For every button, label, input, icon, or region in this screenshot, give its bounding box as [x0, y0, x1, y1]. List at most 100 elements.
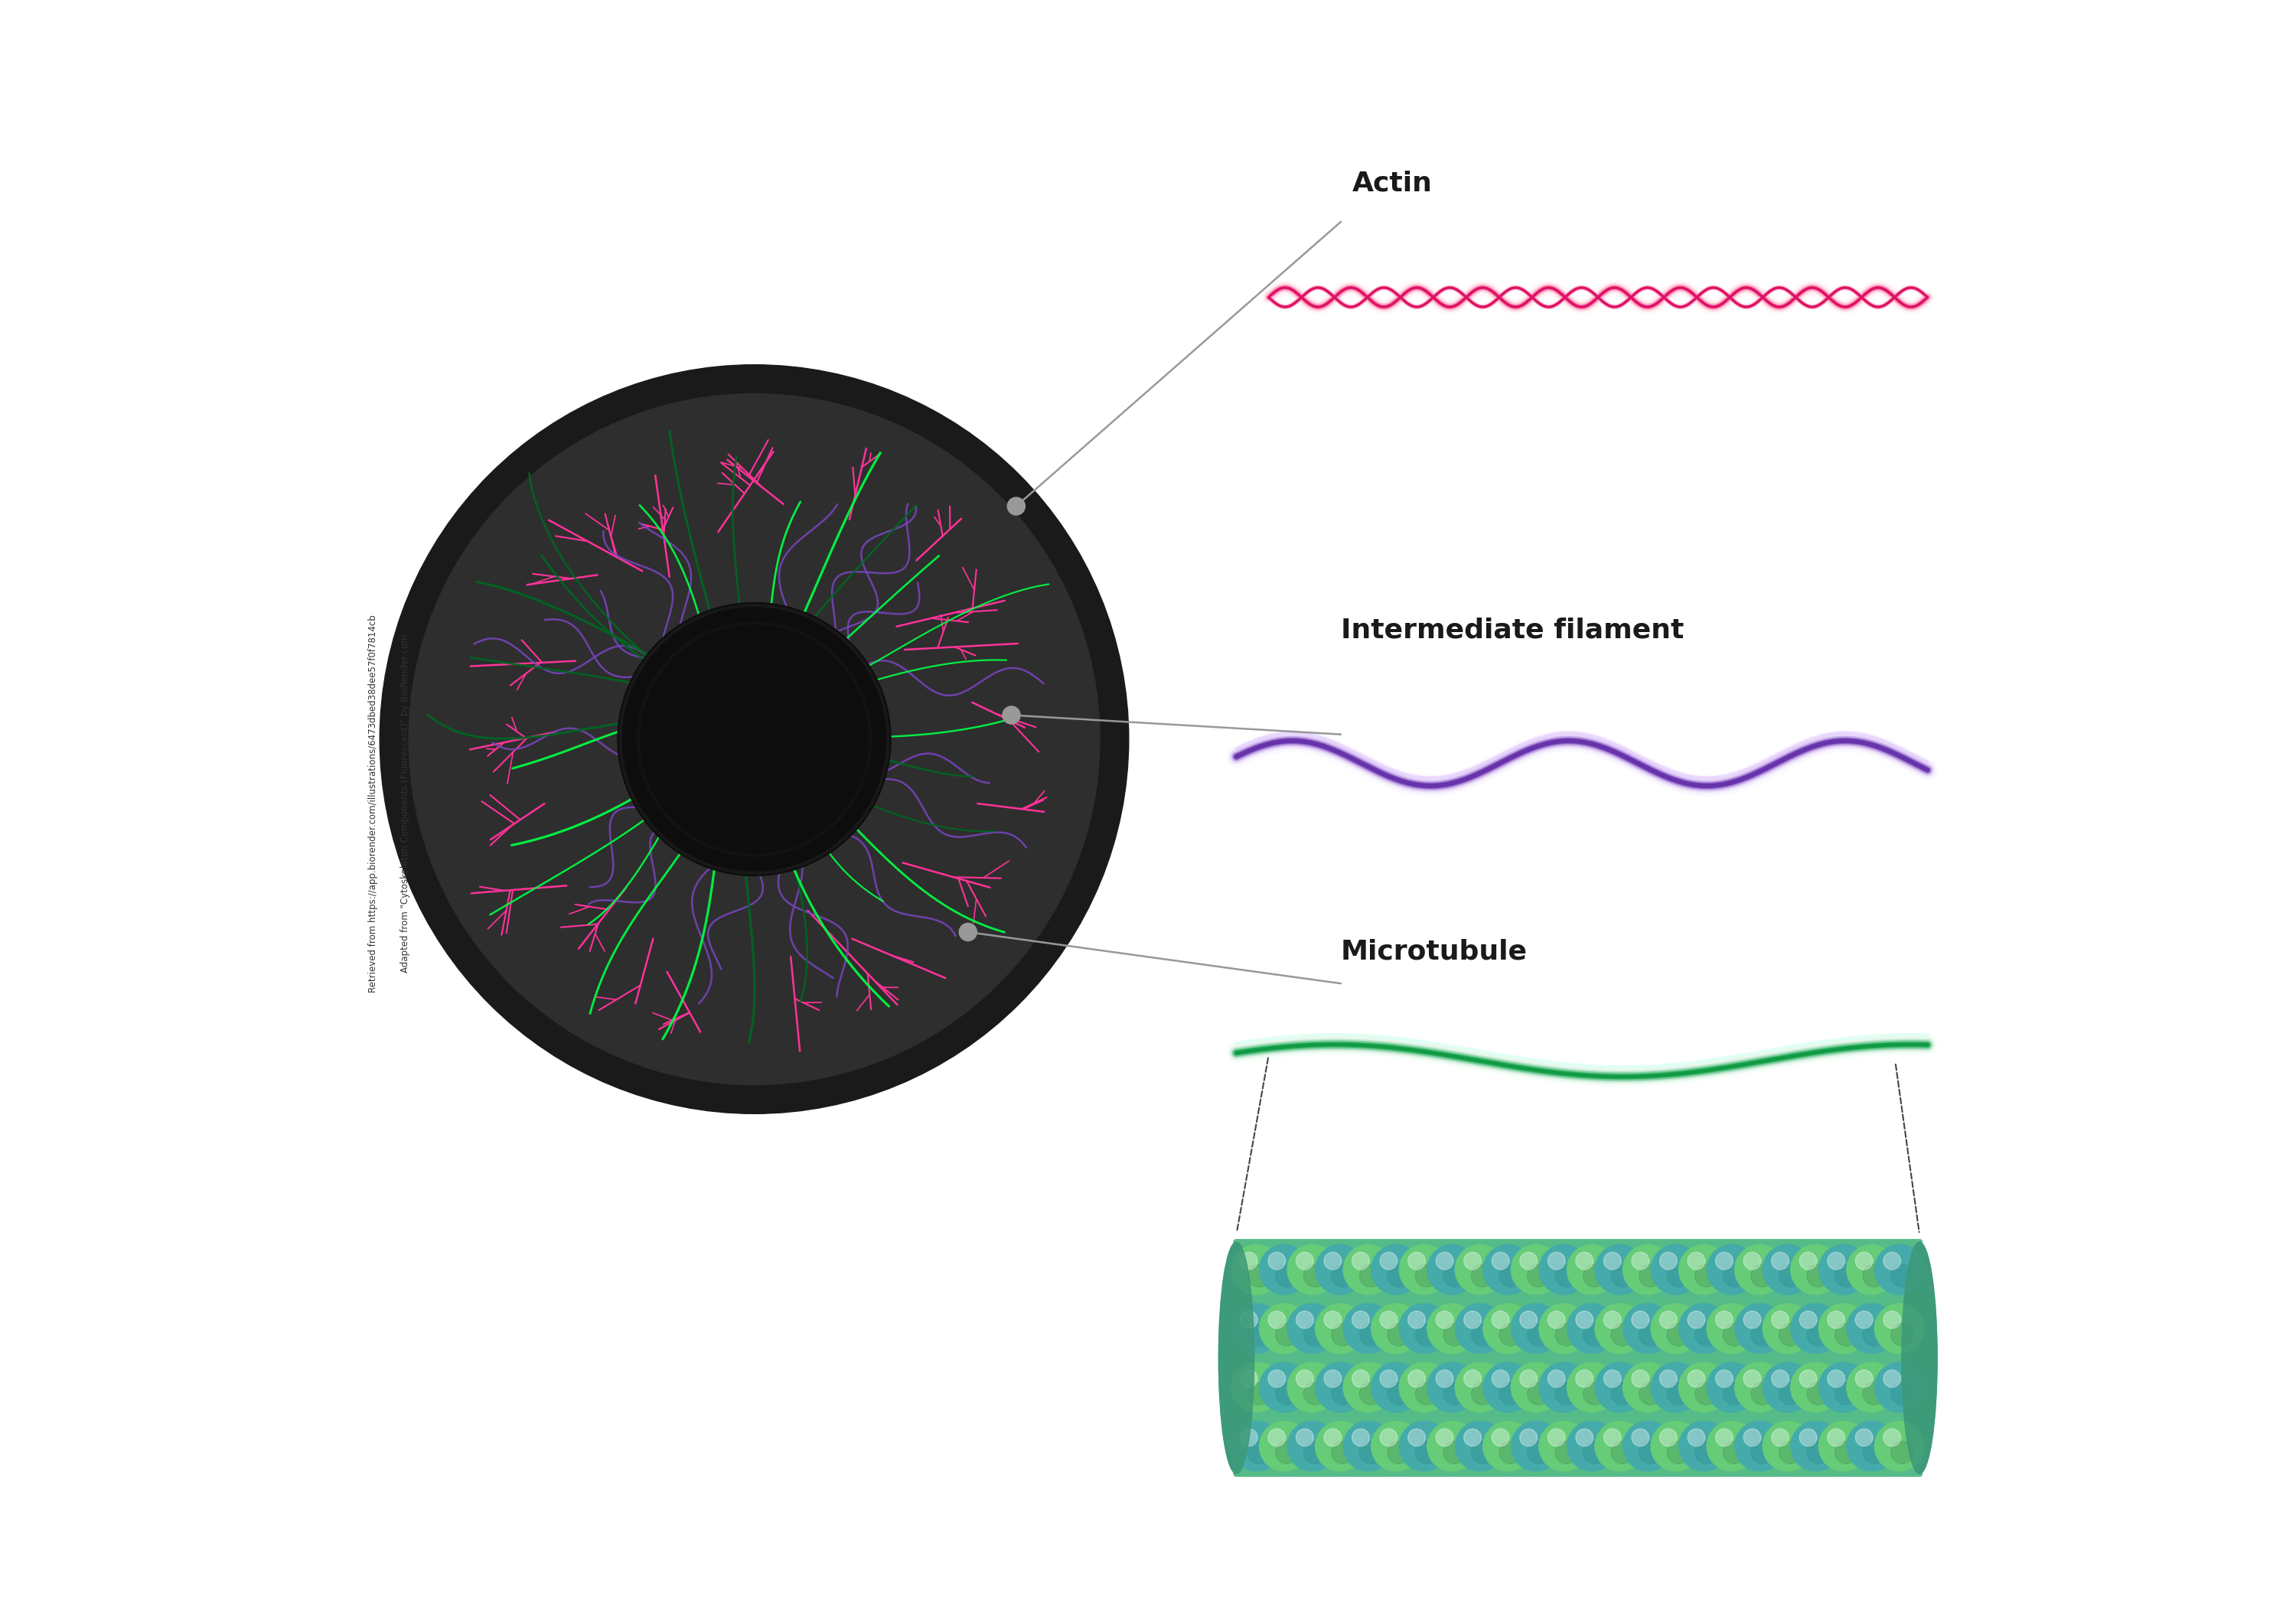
Circle shape — [1456, 1303, 1504, 1353]
Circle shape — [1554, 1265, 1577, 1287]
Circle shape — [1722, 1324, 1745, 1347]
Circle shape — [1231, 1421, 1281, 1470]
Circle shape — [1511, 1363, 1561, 1413]
Circle shape — [1003, 705, 1019, 723]
Circle shape — [1660, 1252, 1676, 1270]
Circle shape — [1566, 1245, 1616, 1295]
Circle shape — [1667, 1324, 1690, 1347]
Circle shape — [1736, 1421, 1784, 1470]
Circle shape — [1332, 1441, 1355, 1464]
Circle shape — [1332, 1382, 1355, 1405]
Circle shape — [1752, 1265, 1773, 1287]
Circle shape — [1584, 1265, 1605, 1287]
Circle shape — [1380, 1429, 1398, 1446]
Circle shape — [1566, 1363, 1616, 1413]
Circle shape — [1779, 1382, 1802, 1405]
Circle shape — [1465, 1429, 1481, 1446]
Circle shape — [1231, 1303, 1281, 1353]
Circle shape — [1828, 1429, 1846, 1446]
Circle shape — [1575, 1311, 1593, 1329]
Circle shape — [1456, 1245, 1504, 1295]
Circle shape — [1548, 1429, 1566, 1446]
Circle shape — [1371, 1363, 1421, 1413]
Circle shape — [1862, 1265, 1885, 1287]
Circle shape — [1456, 1421, 1504, 1470]
Circle shape — [1688, 1252, 1706, 1270]
Circle shape — [1874, 1363, 1924, 1413]
Circle shape — [1288, 1245, 1336, 1295]
Circle shape — [1678, 1245, 1729, 1295]
Circle shape — [1632, 1311, 1649, 1329]
Circle shape — [1428, 1303, 1476, 1353]
Circle shape — [1538, 1245, 1589, 1295]
Circle shape — [1846, 1245, 1896, 1295]
Circle shape — [1743, 1429, 1761, 1446]
Circle shape — [1325, 1311, 1341, 1329]
Circle shape — [1247, 1441, 1270, 1464]
Circle shape — [1492, 1429, 1508, 1446]
Circle shape — [1492, 1252, 1508, 1270]
Circle shape — [1407, 1252, 1426, 1270]
Circle shape — [1773, 1369, 1789, 1387]
Circle shape — [1435, 1369, 1453, 1387]
Circle shape — [1612, 1382, 1632, 1405]
Text: Microtubule: Microtubule — [1341, 938, 1527, 964]
Circle shape — [1398, 1363, 1449, 1413]
Circle shape — [1359, 1265, 1382, 1287]
Circle shape — [1694, 1382, 1717, 1405]
Circle shape — [1694, 1265, 1717, 1287]
Circle shape — [1828, 1369, 1846, 1387]
Circle shape — [1678, 1303, 1729, 1353]
Circle shape — [1267, 1311, 1286, 1329]
Circle shape — [1800, 1311, 1816, 1329]
Circle shape — [1352, 1369, 1368, 1387]
Circle shape — [1773, 1429, 1789, 1446]
Circle shape — [1371, 1421, 1421, 1470]
Circle shape — [1316, 1245, 1366, 1295]
Circle shape — [1527, 1265, 1550, 1287]
Circle shape — [1472, 1441, 1495, 1464]
Circle shape — [1407, 1429, 1426, 1446]
Circle shape — [1511, 1421, 1561, 1470]
Circle shape — [1763, 1245, 1812, 1295]
Circle shape — [1694, 1441, 1717, 1464]
Circle shape — [1288, 1421, 1336, 1470]
Circle shape — [1414, 1265, 1437, 1287]
Circle shape — [1575, 1369, 1593, 1387]
Circle shape — [1295, 1311, 1313, 1329]
Circle shape — [1639, 1382, 1662, 1405]
Circle shape — [1688, 1311, 1706, 1329]
Ellipse shape — [1901, 1242, 1938, 1474]
Circle shape — [1667, 1441, 1690, 1464]
Circle shape — [1247, 1265, 1270, 1287]
Circle shape — [1472, 1265, 1495, 1287]
Circle shape — [1800, 1369, 1816, 1387]
Circle shape — [1352, 1429, 1368, 1446]
Circle shape — [1752, 1324, 1773, 1347]
Circle shape — [1862, 1382, 1885, 1405]
Circle shape — [1520, 1429, 1538, 1446]
Circle shape — [1398, 1421, 1449, 1470]
Circle shape — [1435, 1311, 1453, 1329]
Circle shape — [1240, 1252, 1258, 1270]
Circle shape — [1527, 1324, 1550, 1347]
Circle shape — [1277, 1324, 1297, 1347]
Circle shape — [1835, 1441, 1857, 1464]
Circle shape — [1660, 1429, 1676, 1446]
Circle shape — [379, 365, 1130, 1114]
Circle shape — [1444, 1441, 1465, 1464]
Circle shape — [1632, 1252, 1649, 1270]
Ellipse shape — [1901, 1242, 1938, 1474]
Circle shape — [1352, 1252, 1368, 1270]
Circle shape — [1554, 1382, 1577, 1405]
Circle shape — [1892, 1441, 1913, 1464]
Circle shape — [1483, 1245, 1534, 1295]
Circle shape — [1261, 1303, 1309, 1353]
Circle shape — [1371, 1245, 1421, 1295]
Circle shape — [1444, 1265, 1465, 1287]
Circle shape — [1538, 1303, 1589, 1353]
Circle shape — [1651, 1363, 1701, 1413]
Circle shape — [1800, 1252, 1816, 1270]
Circle shape — [1743, 1252, 1761, 1270]
Circle shape — [1304, 1441, 1327, 1464]
